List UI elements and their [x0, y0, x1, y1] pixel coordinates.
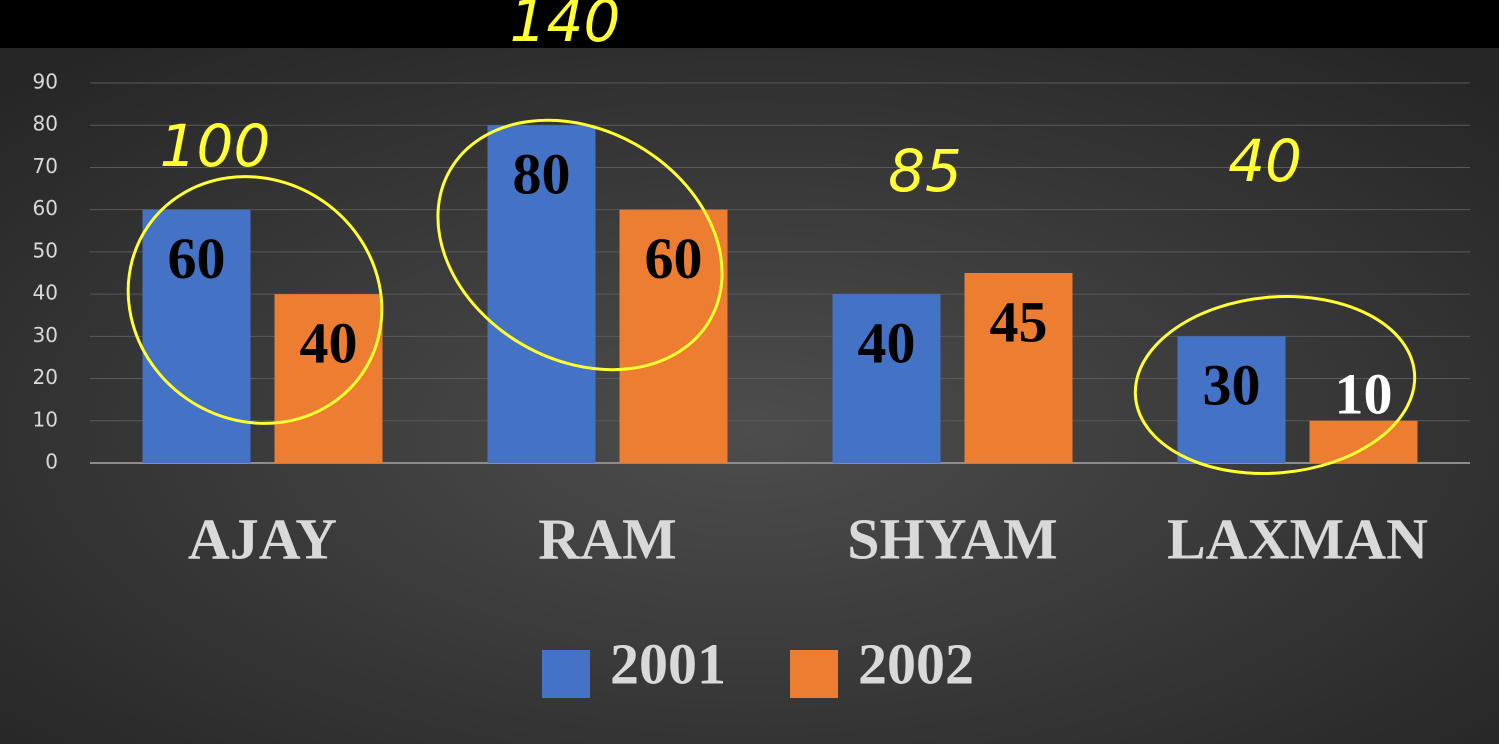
bar — [832, 294, 941, 463]
annotation: 40 — [1228, 127, 1302, 195]
bar — [487, 125, 596, 463]
data-label: 80 — [513, 142, 571, 207]
data-label: 60 — [168, 226, 226, 291]
y-tick-label: 20 — [33, 365, 58, 389]
bar — [1309, 420, 1418, 463]
bar — [964, 273, 1073, 463]
circle — [436, 118, 724, 372]
bar — [619, 209, 728, 463]
legend-swatch — [790, 650, 838, 698]
x-tick-label: SHYAM — [847, 506, 1058, 571]
annotation: 140 — [510, 0, 621, 55]
y-tick-label: 70 — [33, 154, 58, 178]
y-tick-label: 0 — [45, 450, 58, 474]
x-tick-label: AJAY — [188, 506, 337, 571]
circle — [1133, 294, 1417, 476]
data-label: 30 — [1203, 353, 1261, 418]
data-label: 40 — [858, 310, 916, 375]
data-label: 40 — [300, 310, 358, 375]
circle — [126, 175, 384, 425]
x-tick-label: RAM — [538, 506, 677, 571]
legend-label: 2002 — [858, 631, 974, 696]
data-label: 45 — [990, 289, 1048, 354]
y-tick-label: 60 — [33, 196, 58, 220]
annotation: 100 — [160, 112, 271, 180]
data-label: 10 — [1335, 361, 1393, 426]
y-tick-label: 90 — [33, 70, 58, 94]
y-tick-label: 10 — [33, 407, 58, 431]
y-tick-label: 30 — [33, 323, 58, 347]
handwritten-circles — [126, 118, 1417, 476]
bar — [274, 294, 383, 463]
y-tick-label: 80 — [33, 112, 58, 136]
annotation: 85 — [888, 137, 962, 205]
x-tick-label: LAXMAN — [1167, 506, 1428, 571]
data-label: 60 — [645, 226, 703, 291]
y-tick-label: 40 — [33, 281, 58, 305]
y-tick-label: 50 — [33, 238, 58, 262]
legend-label: 2001 — [610, 631, 726, 696]
bar — [1177, 336, 1286, 463]
legend-swatch — [542, 650, 590, 698]
